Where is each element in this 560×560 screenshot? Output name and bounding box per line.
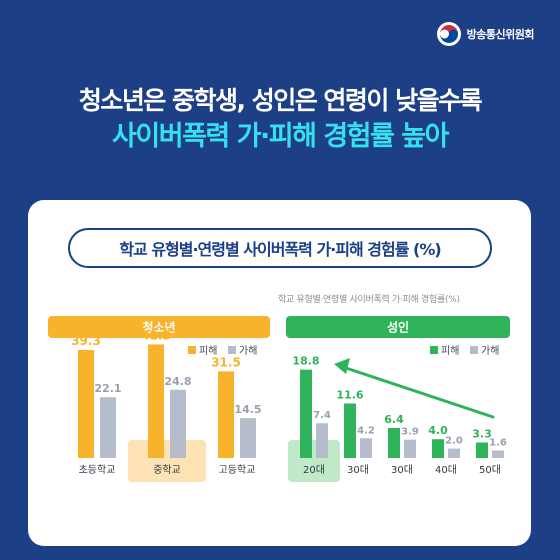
bar-perp <box>404 439 416 458</box>
legend-swatch-perp <box>228 346 236 354</box>
data-label-perp: 7.4 <box>313 410 331 421</box>
logo: 방송통신위원회 <box>436 22 535 46</box>
chart-card: 학교 유형별·연령별 사이버폭력 가·피해 경험률 (%) 학교 유형별·연령별… <box>28 200 531 546</box>
category-label: 중학교 <box>153 464 181 476</box>
highlight-box <box>128 440 206 482</box>
bar-perp <box>492 450 504 458</box>
bar-victim <box>148 344 164 458</box>
headline-line-1: 청소년은 중학생, 성인은 연령이 낮을수록 <box>78 86 483 115</box>
group-header-label: 성인 <box>387 320 409 335</box>
bar-victim <box>344 403 356 458</box>
bar-perp <box>240 418 256 458</box>
group-header-label: 청소년 <box>142 320 175 335</box>
legend-label-perp: 가해 <box>481 344 499 357</box>
group-header-bar <box>48 316 270 338</box>
data-label-perp: 3.9 <box>401 427 419 438</box>
data-label-victim: 3.3 <box>472 427 492 440</box>
legend-swatch-perp <box>470 346 478 354</box>
bar-victim <box>78 349 94 458</box>
bar-perp <box>170 389 186 458</box>
bar-victim <box>218 371 234 458</box>
bar-perp <box>360 438 372 458</box>
data-label-victim: 31.5 <box>211 355 241 369</box>
chart-subcaption: 학교 유형별·연령별 사이버폭력 가·피해 경험률(%) <box>278 295 460 305</box>
category-label: 50대 <box>479 464 501 476</box>
legend-swatch-victim <box>430 346 438 354</box>
taegeuk-icon <box>436 22 461 46</box>
data-label-perp: 1.6 <box>489 437 507 448</box>
data-label-victim: 41.3 <box>141 328 171 342</box>
chart-title: 학교 유형별·연령별 사이버폭력 가·피해 경험률 (%) <box>68 228 492 268</box>
category-label: 20대 <box>303 464 325 476</box>
legend-label-victim: 피해 <box>199 344 217 357</box>
headline: 청소년은 중학생, 성인은 연령이 낮을수록 사이버폭력 가·피해 경험률 높아 <box>0 84 560 156</box>
legend-label-victim: 피해 <box>441 344 459 357</box>
bar-victim <box>388 427 400 458</box>
category-label: 40대 <box>435 464 457 476</box>
headline-line-2: 사이버폭력 가·피해 경험률 높아 <box>112 121 449 152</box>
bar-victim <box>300 369 312 458</box>
group-header-bar <box>286 316 510 338</box>
bar-perp <box>316 423 328 458</box>
data-label-victim: 39.3 <box>71 334 101 348</box>
data-label-perp: 4.2 <box>357 425 375 436</box>
bar-perp <box>448 448 460 458</box>
data-label-victim: 4.0 <box>428 424 448 437</box>
category-label: 초등학교 <box>79 464 116 476</box>
trend-arrow-line <box>344 366 495 419</box>
data-label-victim: 18.8 <box>292 355 319 368</box>
data-label-perp: 22.1 <box>94 382 121 395</box>
legend-label-perp: 가해 <box>239 344 257 357</box>
data-label-perp: 2.0 <box>445 436 463 447</box>
bar-perp <box>100 397 116 458</box>
category-label: 30대 <box>347 464 369 476</box>
category-label: 30대 <box>391 464 413 476</box>
data-label-victim: 6.4 <box>384 413 404 426</box>
data-label-perp: 24.8 <box>164 375 191 388</box>
category-label: 고등학교 <box>219 464 256 476</box>
bar-victim <box>432 439 444 458</box>
logo-text: 방송통신위원회 <box>466 28 535 41</box>
data-label-perp: 14.5 <box>234 403 261 416</box>
trend-arrow-head <box>334 358 350 374</box>
data-label-victim: 11.6 <box>336 388 363 401</box>
bar-victim <box>476 442 488 458</box>
legend-swatch-victim <box>188 346 196 354</box>
